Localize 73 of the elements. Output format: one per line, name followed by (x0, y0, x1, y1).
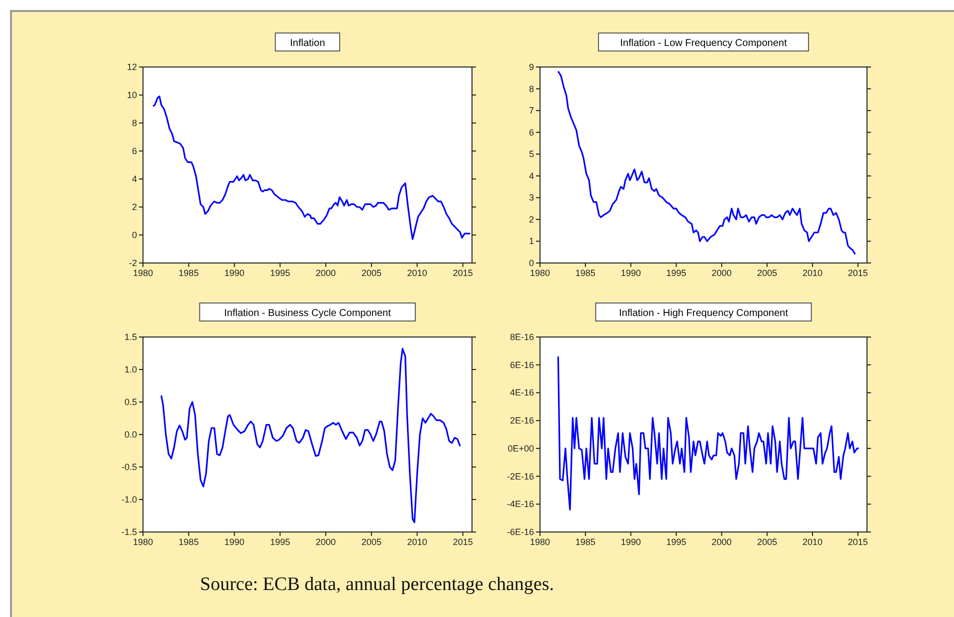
y-tick-label: 10 (126, 90, 137, 100)
x-tick-label: 1985 (178, 268, 199, 278)
y-tick-label: 2 (528, 214, 534, 224)
x-tick-label: 2010 (802, 268, 823, 278)
y-tick-label: 6 (132, 146, 137, 156)
line-series (160, 348, 461, 524)
y-tick-label: -4E-16 (506, 499, 534, 510)
y-tick-label: -1.0 (121, 494, 137, 504)
chart-title: Inflation (290, 38, 326, 49)
y-tick-label: 6 (528, 127, 534, 138)
x-tick-label: 2005 (757, 268, 778, 278)
x-tick-label: 1990 (224, 268, 244, 278)
x-tick-label: 1995 (666, 268, 686, 278)
y-tick-label: 1.5 (124, 332, 137, 342)
y-tick-label: 2E-16 (510, 416, 534, 426)
y-tick-label: 0E+00 (508, 443, 534, 454)
x-tick-label: 2015 (848, 537, 868, 547)
x-tick-label: 2005 (361, 268, 382, 278)
x-tick-label: 2000 (316, 268, 336, 278)
x-tick-label: 2000 (712, 268, 732, 278)
y-tick-label: 2 (132, 202, 137, 212)
x-tick-label: 2015 (452, 268, 473, 278)
x-tick-label: 1980 (132, 537, 154, 547)
y-tick-label: -2E-16 (506, 471, 534, 482)
x-tick-label: 1990 (224, 537, 244, 547)
y-tick-label: 0.5 (124, 397, 137, 407)
y-tick-label: 7 (528, 106, 534, 116)
y-tick-label: 3 (528, 192, 534, 203)
y-tick-label: 8 (528, 84, 534, 94)
chart-title: Inflation - Business Cycle Component (224, 308, 392, 319)
x-tick-label: 1980 (132, 268, 154, 278)
chart-title: Inflation - Low Frequency Component (620, 38, 788, 49)
x-tick-label: 1995 (666, 537, 686, 547)
line-series (152, 96, 471, 240)
x-tick-label: 1985 (575, 268, 596, 278)
y-tick-label: 5 (528, 149, 534, 160)
y-tick-label: -6E-16 (506, 527, 534, 537)
x-tick-label: 1990 (620, 537, 641, 547)
y-tick-label: 4 (132, 174, 137, 184)
y-tick-label: 9 (528, 62, 534, 72)
y-tick-label: 1.0 (124, 364, 137, 374)
y-tick-label: 1 (528, 236, 534, 246)
y-tick-label: 8E-16 (510, 332, 534, 342)
x-tick-label: 2015 (452, 537, 473, 547)
y-tick-label: 12 (126, 62, 137, 72)
source-note: Source: ECB data, annual percentage changes. (200, 574, 554, 595)
x-tick-label: 1985 (575, 537, 596, 547)
x-tick-label: 2000 (316, 537, 336, 547)
y-tick-label: 4E-16 (510, 388, 534, 398)
x-tick-label: 2005 (757, 537, 778, 547)
x-tick-label: 1980 (530, 537, 550, 547)
y-tick-label: -2 (128, 258, 137, 268)
x-tick-label: 2015 (848, 268, 868, 278)
x-tick-label: 1995 (270, 268, 290, 278)
line-series (557, 70, 856, 256)
x-tick-label: 1980 (530, 268, 550, 278)
y-tick-label: 0 (132, 230, 137, 240)
y-tick-label: -0.5 (121, 462, 137, 472)
y-tick-label: 0 (528, 258, 534, 268)
x-tick-label: 2010 (802, 537, 823, 547)
x-tick-label: 2000 (712, 537, 732, 547)
y-tick-label: -1.5 (121, 527, 137, 537)
x-tick-label: 1985 (178, 537, 199, 547)
x-tick-label: 2010 (407, 537, 428, 547)
y-tick-label: 8 (132, 118, 137, 128)
y-tick-label: 0.0 (124, 430, 137, 440)
x-tick-label: 1990 (620, 268, 641, 278)
x-tick-label: 1995 (270, 537, 290, 547)
x-tick-label: 2010 (407, 268, 428, 278)
y-tick-label: 6E-16 (510, 360, 534, 370)
x-tick-label: 2005 (361, 537, 382, 547)
y-tick-label: 4 (528, 170, 534, 181)
chart-title: Inflation - High Frequency Component (619, 308, 788, 319)
